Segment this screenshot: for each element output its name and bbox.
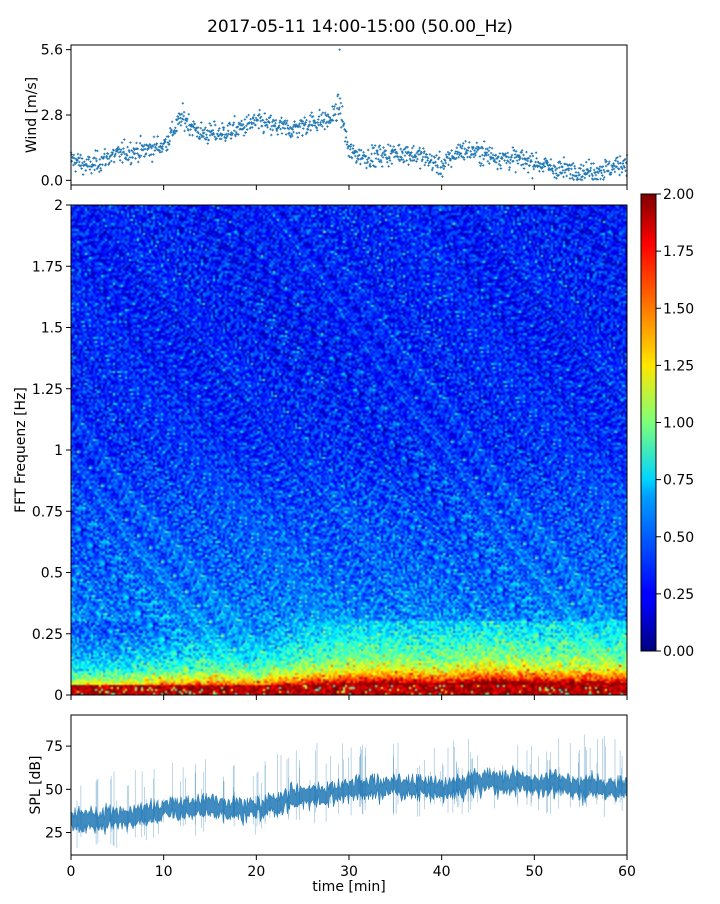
spl-panel: 25 50 75 0 10 20 30 40 50 60 SPL [dB] time [min] bbox=[28, 714, 636, 895]
x-tick-label: 40 bbox=[433, 864, 451, 880]
y-tick-label: 0 bbox=[54, 688, 63, 704]
spectrogram-y-ticks: 0 0.25 0.5 0.75 1 1.25 1.5 1.75 2 bbox=[32, 198, 71, 704]
colorbar-ticks: 0.00 0.25 0.50 0.75 1.00 1.25 1.50 1.75 2.00 bbox=[656, 187, 694, 660]
y-tick-label: 2.8 bbox=[41, 108, 63, 124]
colorbar-tick-label: 1.25 bbox=[663, 358, 694, 374]
wind-x-ticks bbox=[70, 185, 628, 190]
x-tick-label: 30 bbox=[340, 864, 358, 880]
y-tick-label: 1.25 bbox=[32, 382, 63, 398]
colorbar-gradient bbox=[640, 193, 657, 652]
y-tick-label: 50 bbox=[45, 782, 63, 798]
y-tick-label: 0.25 bbox=[32, 627, 63, 643]
spl-y-ticks: 25 50 75 bbox=[45, 739, 71, 842]
y-tick-label: 1 bbox=[54, 443, 63, 459]
wind-y-ticks: 0.0 2.8 5.6 bbox=[41, 43, 71, 189]
spl-x-label: time [min] bbox=[312, 879, 385, 895]
spectrogram-y-label: FFT Frequenz [Hz] bbox=[13, 387, 29, 513]
spl-x-ticks: 0 10 20 30 40 50 60 bbox=[67, 855, 636, 880]
y-tick-label: 5.6 bbox=[41, 43, 63, 59]
x-tick-label: 60 bbox=[618, 864, 636, 880]
y-tick-label: 75 bbox=[45, 739, 63, 755]
spectrogram-heatmap bbox=[71, 205, 627, 695]
colorbar-tick-label: 2.00 bbox=[663, 187, 694, 203]
y-tick-label: 1.5 bbox=[41, 321, 63, 337]
x-tick-label: 50 bbox=[525, 864, 543, 880]
colorbar-tick-label: 0.00 bbox=[663, 644, 694, 660]
y-tick-label: 2 bbox=[54, 198, 63, 214]
colorbar-tick-label: 0.75 bbox=[663, 473, 694, 489]
spectrogram-x-ticks bbox=[70, 695, 628, 700]
colorbar-tick-label: 1.50 bbox=[663, 301, 694, 317]
y-tick-label: 0.0 bbox=[41, 173, 63, 189]
x-tick-label: 0 bbox=[67, 864, 76, 880]
y-tick-label: 1.75 bbox=[32, 259, 63, 275]
spectrogram-panel: 0 0.25 0.5 0.75 1 1.25 1.5 1.75 2 FFT Frequenz [… bbox=[13, 198, 628, 704]
colorbar-tick-label: 1.75 bbox=[663, 244, 694, 260]
y-tick-label: 0.75 bbox=[32, 504, 63, 520]
wind-y-label: Wind [m/s] bbox=[24, 77, 40, 153]
colorbar: 0.00 0.25 0.50 0.75 1.00 1.25 1.50 1.75 2.00 bbox=[640, 187, 694, 660]
y-tick-label: 0.5 bbox=[41, 566, 63, 582]
colorbar-tick-label: 0.50 bbox=[663, 530, 694, 546]
figure-title: 2017-05-11 14:00-15:00 (50.00_Hz) bbox=[207, 17, 513, 37]
colorbar-tick-label: 1.00 bbox=[663, 416, 694, 432]
x-tick-label: 10 bbox=[155, 864, 173, 880]
y-tick-label: 25 bbox=[45, 826, 63, 842]
spl-spike-lines bbox=[76, 734, 628, 849]
wind-panel: 0.0 2.8 5.6 Wind [m/s] bbox=[24, 43, 629, 190]
x-tick-label: 20 bbox=[247, 864, 265, 880]
colorbar-tick-label: 0.25 bbox=[663, 587, 694, 603]
spl-spikes bbox=[76, 734, 628, 849]
spl-y-label: SPL [dB] bbox=[28, 756, 44, 815]
